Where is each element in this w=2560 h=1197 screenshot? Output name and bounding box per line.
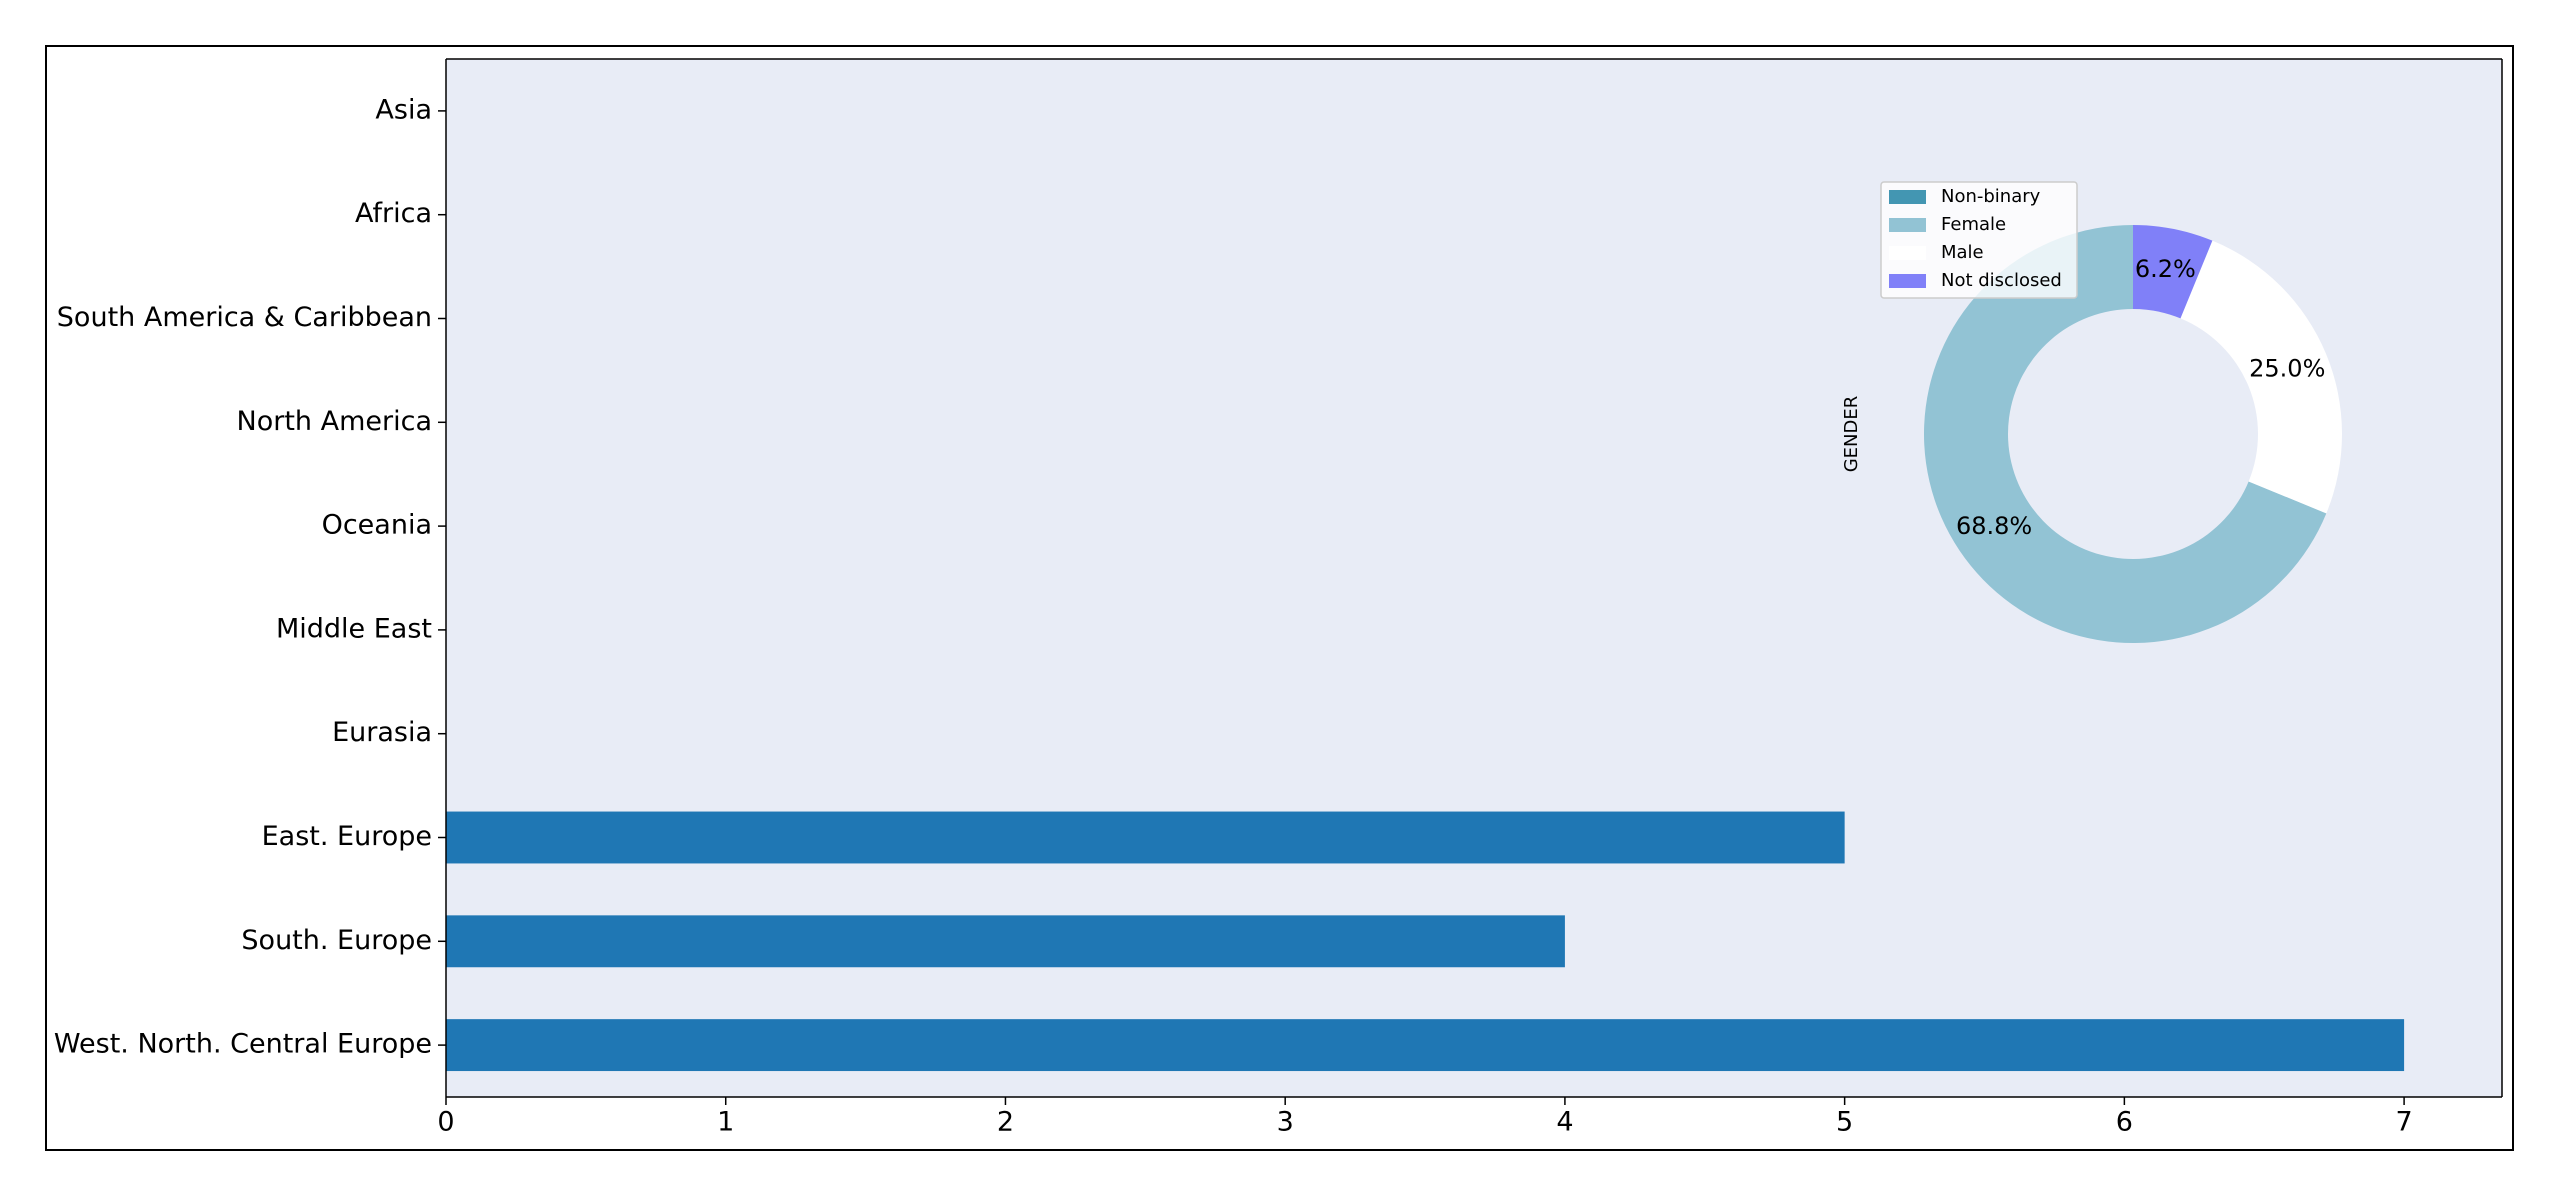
y-tick-label: Middle East xyxy=(276,613,432,644)
y-tick-label: North America xyxy=(237,406,432,437)
legend-label: Female xyxy=(1941,214,2006,235)
y-tick-label: South. Europe xyxy=(241,925,432,956)
donut-wedge xyxy=(2133,225,2213,319)
legend-label: Non-binary xyxy=(1941,186,2041,207)
x-tick-label: 6 xyxy=(2116,1107,2133,1138)
x-tick-label: 5 xyxy=(1836,1107,1853,1138)
y-tick-label: South America & Caribbean xyxy=(57,302,432,333)
legend-swatch xyxy=(1889,246,1926,260)
y-tick-label: East. Europe xyxy=(262,821,432,852)
wedge-label: 25.0% xyxy=(2249,355,2325,383)
wedge-label: 68.8% xyxy=(1956,512,2032,540)
y-tick-label: Asia xyxy=(375,94,432,125)
legend-label: Male xyxy=(1941,242,1984,263)
bar xyxy=(446,811,1845,864)
x-tick-label: 0 xyxy=(437,1107,454,1138)
x-tick-label: 3 xyxy=(1277,1107,1294,1138)
legend-label: Not disclosed xyxy=(1941,270,2062,291)
x-tick-label: 1 xyxy=(717,1107,734,1138)
bar xyxy=(446,915,1565,968)
legend-swatch xyxy=(1889,218,1926,232)
donut-wedge xyxy=(1923,225,2327,643)
legend-swatch xyxy=(1889,190,1926,204)
y-tick-label: Africa xyxy=(355,198,432,229)
donut-wedge xyxy=(2180,240,2343,514)
x-tick-label: 7 xyxy=(2396,1107,2413,1138)
x-tick-label: 4 xyxy=(1556,1107,1573,1138)
y-tick-label: Eurasia xyxy=(332,717,432,748)
y-tick-label: West. North. Central Europe xyxy=(54,1029,432,1060)
x-tick-label: 2 xyxy=(997,1107,1014,1138)
bar xyxy=(446,1019,2405,1072)
pie-ylabel: GENDER xyxy=(1841,396,1862,473)
wedge-label: 6.2% xyxy=(2135,255,2196,283)
legend-swatch xyxy=(1889,274,1926,288)
legend-box xyxy=(1880,181,2078,299)
y-tick-label: Oceania xyxy=(322,510,432,541)
